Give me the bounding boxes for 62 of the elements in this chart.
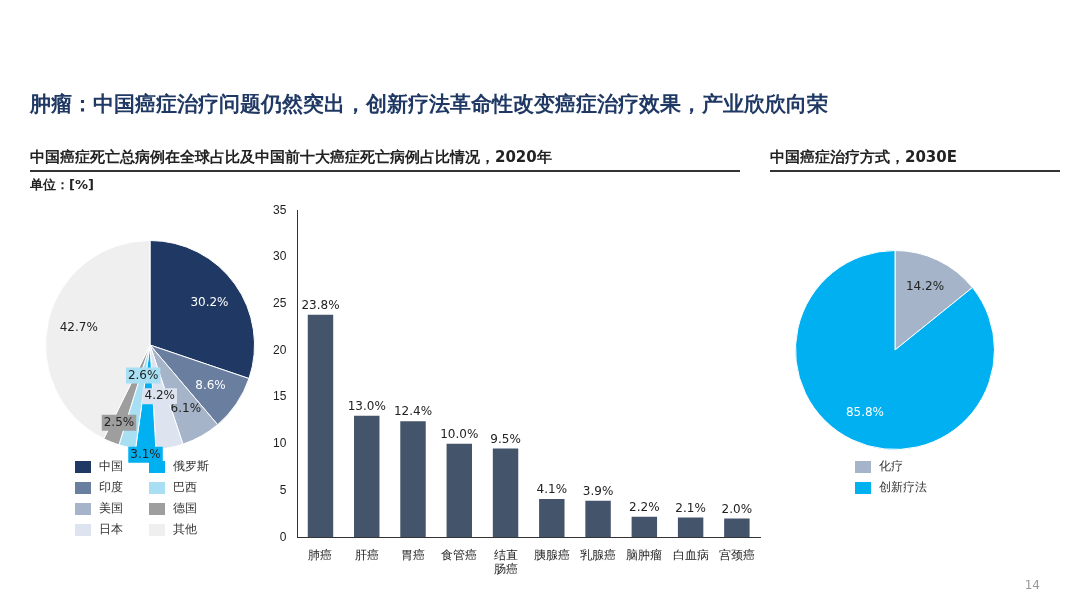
x-tick-label: 肺癌 [308, 547, 333, 562]
text: 14 [1024, 578, 1040, 592]
legend-label: 创新疗法 [879, 479, 927, 496]
x-tick-label: 肝癌 [354, 547, 379, 562]
data-label: 4.1% [536, 482, 568, 497]
legend-label: 日本 [99, 521, 123, 538]
bar [400, 421, 426, 538]
y-tick-label: 5 [279, 482, 287, 497]
data-label: 3.9% [582, 483, 614, 498]
x-tick-label: 白血病 [672, 547, 709, 562]
x-tick-label: 食管癌 [441, 547, 478, 562]
data-label: 23.8% [301, 297, 340, 312]
text: 中国癌症死亡总病例在全球占比及中国前十大癌症死亡病例占比情况，2020年 [30, 148, 740, 172]
y-tick-label: 20 [272, 342, 287, 357]
legend-label: 印度 [99, 479, 123, 496]
x-tick-label: 胃癌 [401, 547, 426, 562]
x-tick-label: 结直肠癌 [493, 547, 518, 577]
data-label: 2.0% [721, 501, 753, 516]
legend-label: 化疗 [879, 458, 903, 475]
data-label: 42.7% [59, 320, 98, 335]
legend-label: 中国 [99, 458, 123, 475]
data-label: 2.1% [675, 500, 706, 515]
y-tick-label: 35 [272, 202, 287, 217]
x-tick-label: 宫颈癌 [718, 547, 755, 562]
chart-subtitle: 单位：[%] [30, 176, 94, 194]
y-tick-label: 15 [272, 389, 287, 404]
legend-label: 美国 [99, 500, 123, 517]
x-tick-label: 脑肿瘤 [626, 547, 663, 562]
legend-label: 巴西 [173, 479, 197, 496]
data-label: 14.2% [905, 279, 945, 294]
bar [307, 314, 334, 538]
data-label: 9.5% [490, 431, 521, 446]
text: 肿瘤：中国癌症治疗问题仍然突出，创新疗法革命性改变癌症治疗效果，产业欣欣向荣 [30, 91, 828, 118]
data-label: 8.6% [195, 378, 226, 393]
data-label: 10.0% [440, 426, 479, 441]
legend-label: 其他 [173, 521, 197, 538]
legend-label: 俄罗斯 [173, 458, 209, 475]
x-tick-label: 乳腺癌 [580, 547, 617, 562]
bar [631, 516, 658, 538]
bar [539, 498, 565, 538]
x-tick-label: 胰腺癌 [533, 547, 570, 562]
y-tick-label: 0 [279, 529, 287, 544]
data-label: 3.1% [130, 446, 161, 461]
y-tick-label: 25 [272, 295, 287, 310]
bar [446, 443, 472, 538]
bar [585, 500, 611, 538]
legend-label: 德国 [173, 500, 197, 517]
chart-title: 中国癌症治疗方式，2030E [770, 148, 1060, 172]
data-label: 2.2% [629, 499, 660, 514]
data-label: 12.4% [393, 404, 433, 419]
bar [354, 415, 380, 538]
data-label: 2.6% [127, 367, 159, 382]
data-label: 13.0% [347, 398, 386, 413]
bar [724, 518, 750, 538]
y-tick-label: 10 [272, 436, 287, 451]
data-label: 2.5% [103, 414, 135, 429]
y-tick-label: 30 [272, 249, 287, 264]
bar [677, 517, 704, 538]
data-label: 85.8% [845, 404, 885, 419]
bar [492, 448, 519, 538]
data-label: 4.2% [144, 388, 176, 403]
data-label: 30.2% [190, 294, 229, 309]
